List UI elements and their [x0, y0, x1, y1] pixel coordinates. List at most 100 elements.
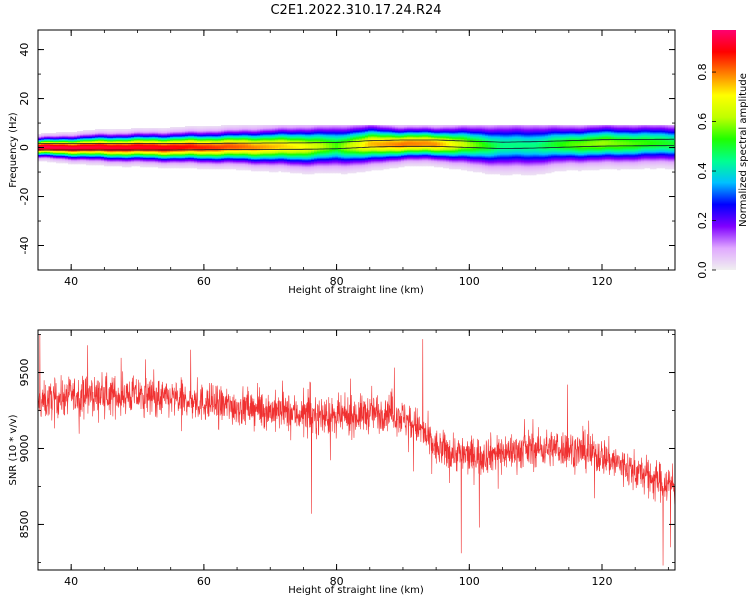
- heatmap-cell: [341, 162, 345, 164]
- heatmap-cell: [362, 156, 366, 158]
- heatmap-cell: [308, 166, 312, 168]
- heatmap-cell: [182, 132, 186, 134]
- heatmap-cell: [350, 144, 354, 146]
- heatmap-cell: [317, 163, 321, 165]
- heatmap-cell: [65, 154, 69, 156]
- heatmap-cell: [356, 151, 360, 153]
- heatmap-cell: [86, 134, 90, 136]
- heatmap-cell: [248, 152, 252, 154]
- heatmap-cell: [230, 128, 234, 130]
- heatmap-cell: [98, 150, 102, 152]
- heatmap-cell: [65, 140, 69, 142]
- heatmap-cell: [365, 141, 369, 143]
- heatmap-cell: [308, 132, 312, 134]
- heatmap-cell: [344, 152, 348, 154]
- heatmap-cell: [341, 146, 345, 148]
- heatmap-cell: [302, 160, 306, 162]
- heatmap-cell: [143, 156, 147, 158]
- heatmap-cell: [203, 160, 207, 162]
- heatmap-cell: [65, 138, 69, 140]
- heatmap-cell: [86, 153, 90, 155]
- heatmap-cell: [179, 138, 183, 140]
- heatmap-cell: [155, 165, 159, 167]
- heatmap-cell: [191, 146, 195, 148]
- heatmap-cell: [338, 151, 342, 153]
- heatmap-cell: [221, 156, 225, 158]
- heatmap-cell: [206, 153, 210, 155]
- heatmap-cell: [395, 150, 399, 152]
- heatmap-cell: [284, 139, 288, 141]
- heatmap-cell: [371, 131, 375, 133]
- heatmap-cell: [335, 133, 339, 135]
- heatmap-cell: [152, 162, 156, 164]
- heatmap-cell: [383, 150, 387, 152]
- heatmap-cell: [383, 168, 387, 170]
- heatmap-cell: [41, 155, 45, 157]
- heatmap-cell: [260, 169, 264, 171]
- heatmap-cell: [149, 142, 153, 144]
- heatmap-cell: [320, 146, 324, 148]
- heatmap-cell: [218, 137, 222, 139]
- heatmap-cell: [251, 135, 255, 137]
- heatmap-cell: [242, 157, 246, 159]
- heatmap-cell: [311, 173, 315, 175]
- heatmap-cell: [377, 168, 381, 170]
- heatmap-cell: [125, 137, 129, 139]
- heatmap-cell: [215, 148, 219, 150]
- heatmap-cell: [59, 156, 63, 158]
- heatmap-cell: [323, 145, 327, 147]
- heatmap-cell: [395, 128, 399, 130]
- heatmap-cell: [152, 132, 156, 134]
- heatmap-cell: [188, 165, 192, 167]
- heatmap-cell: [275, 166, 279, 168]
- heatmap-cell: [296, 152, 300, 154]
- heatmap-cell: [242, 150, 246, 152]
- heatmap-cell: [197, 142, 201, 144]
- heatmap-cell: [113, 158, 117, 160]
- heatmap-cell: [179, 132, 183, 134]
- heatmap-cell: [131, 142, 135, 144]
- heatmap-cell: [98, 152, 102, 154]
- heatmap-cell: [356, 144, 360, 146]
- heatmap-cell: [176, 159, 180, 161]
- heatmap-cell: [302, 137, 306, 139]
- heatmap-cell: [62, 158, 66, 160]
- heatmap-cell: [380, 126, 384, 128]
- heatmap-cell: [257, 143, 261, 145]
- heatmap-cell: [266, 168, 270, 170]
- heatmap-cell: [56, 150, 60, 152]
- heatmap-cell: [218, 141, 222, 143]
- heatmap-cell: [308, 137, 312, 139]
- heatmap-cell: [383, 133, 387, 135]
- heatmap-cell: [386, 138, 390, 140]
- heatmap-cell: [392, 159, 396, 161]
- heatmap-cell: [386, 142, 390, 144]
- heatmap-cell: [221, 142, 225, 144]
- heatmap-cell: [83, 160, 87, 162]
- heatmap-cell: [326, 144, 330, 146]
- heatmap-cell: [74, 144, 78, 146]
- heatmap-cell: [65, 156, 69, 158]
- heatmap-cell: [266, 125, 270, 127]
- heatmap-cell: [269, 128, 273, 130]
- heatmap-cell: [287, 155, 291, 157]
- heatmap-cell: [380, 141, 384, 143]
- heatmap-cell: [368, 162, 372, 164]
- heatmap-cell: [320, 144, 324, 146]
- heatmap-cell: [125, 147, 129, 149]
- heatmap-cell: [140, 142, 144, 144]
- heatmap-cell: [197, 134, 201, 136]
- heatmap-cell: [86, 147, 90, 149]
- heatmap-cell: [95, 140, 99, 142]
- heatmap-cell: [248, 146, 252, 148]
- heatmap-cell: [242, 134, 246, 136]
- heatmap-cell: [56, 154, 60, 156]
- heatmap-cell: [101, 150, 105, 152]
- heatmap-cell: [116, 135, 120, 137]
- heatmap-cell: [389, 145, 393, 147]
- heatmap-cell: [236, 150, 240, 152]
- heatmap-cell: [89, 142, 93, 144]
- heatmap-cell: [311, 147, 315, 149]
- heatmap-cell: [266, 147, 270, 149]
- heatmap-cell: [68, 144, 72, 146]
